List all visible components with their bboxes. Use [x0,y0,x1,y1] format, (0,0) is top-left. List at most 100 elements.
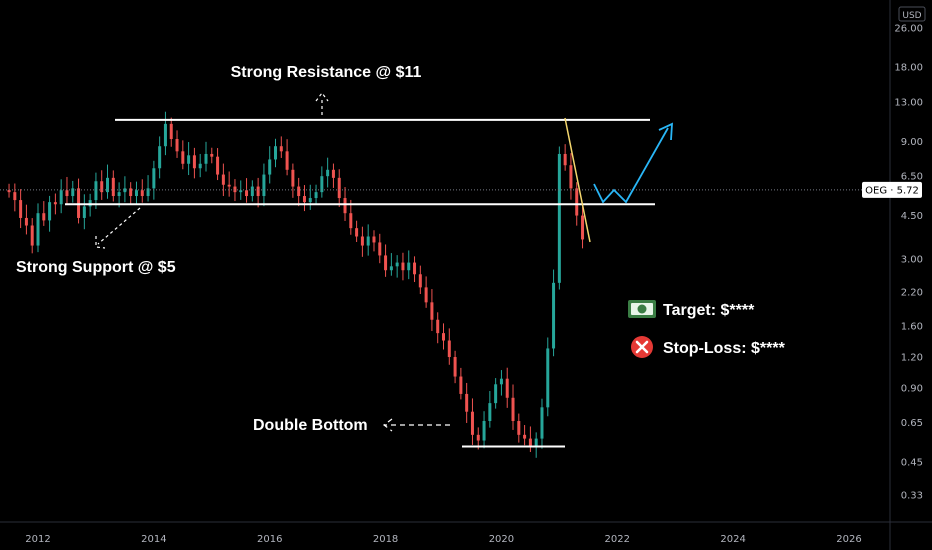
last-price-tag-text: OEG · 5.72 [865,185,919,196]
candle-body [581,215,585,240]
y-tick-label: 0.90 [901,383,923,394]
candle-body [227,184,231,187]
candle-body [30,225,34,246]
candle-body [557,153,561,283]
candle-body [233,186,237,193]
y-tick-label: 4.50 [901,211,923,222]
candle-body [436,319,440,334]
candle-body [256,186,260,197]
candle-body [326,169,330,177]
last-price-tag [862,181,922,198]
target-label: Target: $**** [663,302,755,319]
double-bottom-arrow [383,418,450,432]
candle-body [389,266,393,271]
candle-body [24,217,28,226]
y-tick-label: 1.60 [901,322,923,333]
y-tick-label: 26.00 [894,23,923,34]
candle-body [401,262,405,271]
money-bill-icon [628,300,656,318]
candle-body [297,186,301,197]
candle-body [540,407,544,439]
y-tick-label: 18.00 [894,63,923,74]
candle-body [181,151,185,164]
candle-body [413,262,417,275]
candle-body [314,192,318,199]
candle-body [88,200,92,207]
candle-body [71,188,75,197]
candle-body [482,421,486,441]
candle-body [384,255,388,271]
candle-body [59,190,63,205]
candle-body [418,274,422,288]
candle-body [285,151,289,170]
x-tick-label: 2024 [720,534,745,545]
x-tick-label: 2016 [257,534,282,545]
candle-body [459,376,463,394]
candle-body [106,177,110,193]
candle-body [499,378,503,385]
candle-body [569,165,573,189]
candle-body [378,242,382,256]
candle-body [511,397,515,422]
candle-body [13,192,17,201]
candle-body [77,188,81,218]
candle-body [198,163,202,169]
candle-body [488,403,492,422]
x-tick-label: 2026 [836,534,861,545]
x-tick-label: 2022 [605,534,630,545]
x-tick-label: 2020 [489,534,514,545]
candle-body [575,188,579,216]
candle-body [94,181,98,201]
candle-body [274,146,278,160]
downtrend-line [564,117,591,243]
candle-body [465,393,469,412]
candle-body [245,190,249,197]
candle-body [239,190,243,193]
x-tick-label: 2014 [141,534,166,545]
candle-body [134,190,138,197]
candle-body [534,438,538,447]
currency-box [898,6,926,22]
candle-body [395,262,399,267]
support-label: Strong Support @ $5 [16,259,176,276]
projection-path [593,127,669,204]
y-tick-label: 0.45 [901,458,923,469]
candle-body [528,438,532,447]
candle-body [291,169,295,187]
candle-body [302,196,306,203]
candle-body [192,155,196,169]
candle-body [117,192,121,197]
candle-body [407,262,411,271]
candle-body [360,236,364,246]
candle-body [494,384,498,404]
candle-body [563,153,567,166]
candle-body [355,228,359,237]
y-tick-label: 0.33 [901,491,923,502]
candle-body [204,153,208,164]
candle-body [262,174,266,197]
candle-body [187,155,191,164]
resistance-label: Strong Resistance @ $11 [231,64,422,81]
candle-body [140,190,144,197]
x-tick-label: 2012 [25,534,50,545]
candle-body [279,146,283,152]
candle-body [129,188,133,197]
candle-body [470,411,474,435]
y-tick-label: 0.65 [901,418,923,429]
candle-body [523,434,527,439]
candle-body [152,168,156,189]
currency-label: USD [902,11,921,21]
candle-body [48,202,52,221]
y-tick-label: 6.50 [901,172,923,183]
candle-body [546,348,550,408]
candle-body [82,206,86,218]
candle-body [53,202,57,205]
candle-body [210,153,214,157]
candle-body [111,177,115,197]
candle-body [424,287,428,303]
resistance-arrow [315,92,329,115]
candle-body [366,236,370,246]
